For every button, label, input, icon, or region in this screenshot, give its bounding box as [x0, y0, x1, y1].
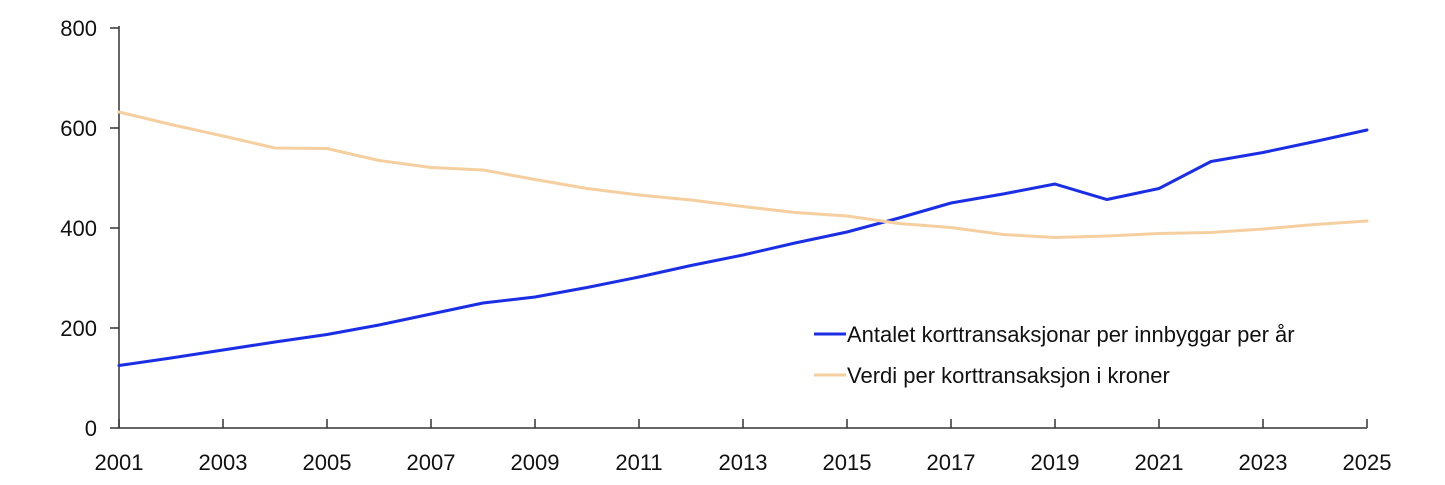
axes — [118, 26, 1367, 429]
x-ticks: 2001 2003 2005 2007 2009 2011 2013 2015 2017 2019… — [95, 419, 1392, 475]
series-line-2 — [117, 110, 1369, 239]
y-tick-label: 800 — [60, 16, 97, 41]
x-tick-label: 2005 — [303, 450, 352, 475]
legend-label-1: Antalet korttransaksjonar per innbyggar … — [847, 322, 1295, 347]
y-ticks: 0 200 400 600 800 — [60, 16, 119, 441]
y-tick-label: 600 — [60, 116, 97, 141]
x-tick-label: 2017 — [927, 450, 976, 475]
x-tick-label: 2001 — [95, 450, 144, 475]
x-tick-label: 2011 — [615, 450, 662, 475]
y-tick-label: 200 — [60, 316, 97, 341]
x-tick-label: 2013 — [719, 450, 768, 475]
x-tick-label: 2025 — [1343, 450, 1392, 475]
y-tick-label: 400 — [60, 216, 97, 241]
x-tick-label: 2007 — [407, 450, 456, 475]
x-tick-label: 2019 — [1031, 450, 1080, 475]
legend-label-2: Verdi per korttransaksjon i kroner — [847, 363, 1170, 388]
x-tick-label: 2015 — [823, 450, 872, 475]
series-group — [117, 110, 1369, 367]
x-tick-label: 2021 — [1135, 450, 1184, 475]
x-tick-label: 2023 — [1239, 450, 1288, 475]
y-tick-label: 0 — [85, 416, 97, 441]
x-tick-label: 2009 — [511, 450, 560, 475]
legend: Antalet korttransaksjonar per innbyggar … — [814, 322, 1295, 388]
series-line-1 — [117, 128, 1369, 367]
x-tick-label: 2003 — [199, 450, 248, 475]
